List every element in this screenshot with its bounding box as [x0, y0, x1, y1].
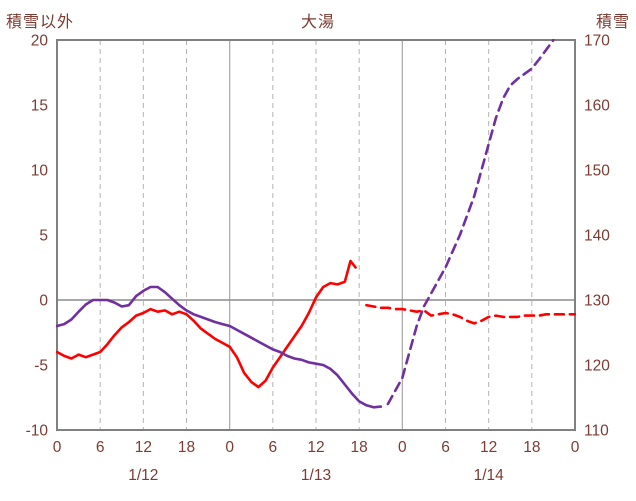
chart-title: 大湯	[300, 14, 335, 31]
series-red-forecast	[365, 303, 576, 325]
x-axis-tick: 0	[53, 439, 62, 456]
series-red-observed	[56, 259, 357, 389]
left-axis-tick: 15	[31, 98, 48, 115]
right-axis-title: 積雪	[595, 14, 630, 31]
x-axis-date-label: 1/12	[128, 467, 158, 484]
x-axis-tick: 18	[351, 439, 368, 456]
x-axis-tick: 12	[307, 439, 324, 456]
left-axis-tick: 20	[31, 33, 49, 50]
left-axis-tick: -5	[34, 358, 48, 375]
plot-border	[56, 39, 576, 431]
left-axis-tick: 0	[39, 293, 48, 310]
left-axis-tick: 10	[31, 163, 49, 180]
x-axis-tick: 0	[571, 439, 580, 456]
series-purple-observed	[56, 285, 383, 409]
x-axis-tick: 18	[523, 439, 540, 456]
x-axis-tick: 6	[441, 439, 450, 456]
x-axis-date-label: 1/13	[301, 467, 331, 484]
right-axis-tick: 120	[584, 358, 610, 375]
x-axis-tick: 0	[225, 439, 234, 456]
right-axis-tick: 160	[584, 98, 610, 115]
x-axis-tick: 6	[96, 439, 105, 456]
right-axis-tick: 130	[584, 293, 610, 310]
x-axis-tick: 12	[480, 439, 497, 456]
x-axis-date-label: 1/14	[474, 467, 505, 484]
x-axis-tick: 12	[135, 439, 152, 456]
right-axis-tick: 110	[584, 423, 609, 440]
right-axis-tick: 170	[584, 33, 610, 50]
series-purple-forecast	[386, 39, 555, 406]
right-axis-tick: 150	[584, 163, 610, 180]
x-axis-tick: 18	[178, 439, 195, 456]
x-axis-tick: 6	[269, 439, 278, 456]
x-axis-tick: 0	[398, 439, 407, 456]
left-axis-tick: 5	[39, 228, 48, 245]
left-axis-title: 積雪以外	[6, 14, 75, 31]
left-axis-tick: -10	[26, 423, 49, 440]
series-group	[56, 39, 576, 409]
right-axis-tick: 140	[584, 228, 610, 245]
